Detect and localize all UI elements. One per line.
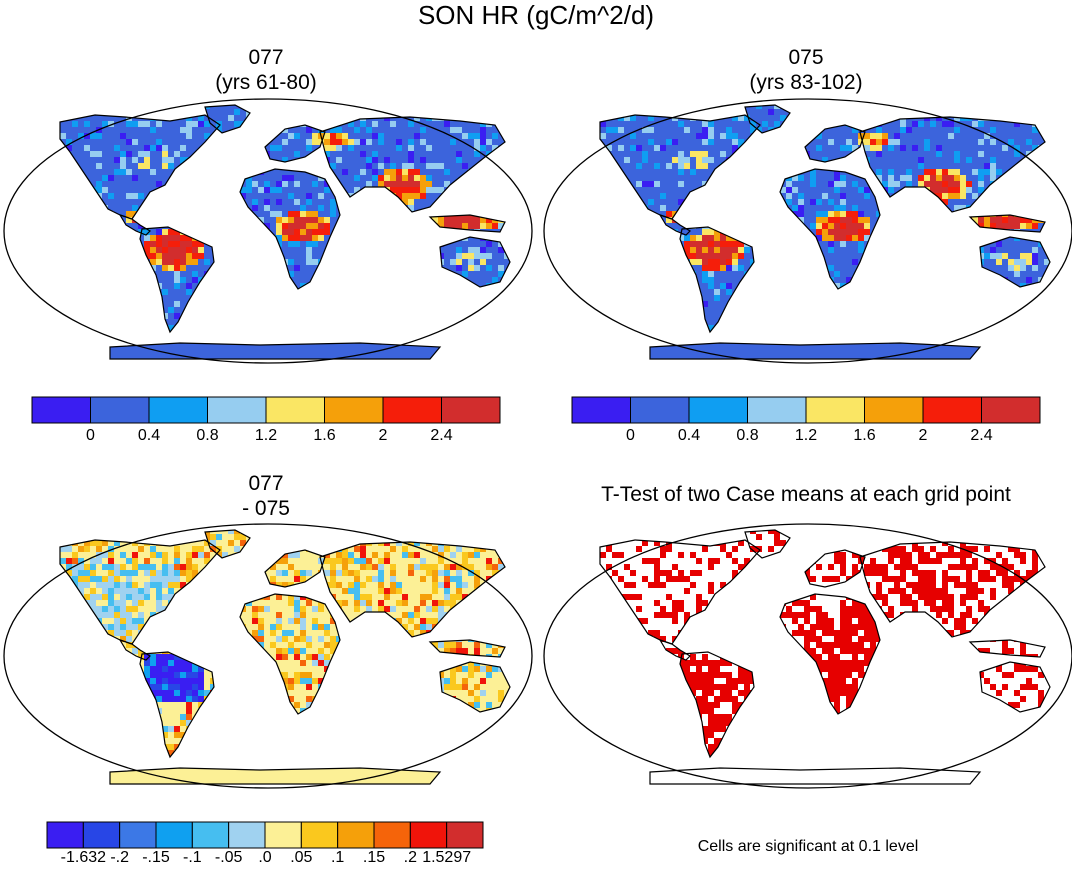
colorbar-tick-label: 0 xyxy=(626,427,635,445)
map-panel-difference xyxy=(0,522,536,790)
colorbar-box xyxy=(265,822,301,848)
colorbar-tick-label: -.2 xyxy=(110,849,129,867)
colorbar-box xyxy=(865,397,924,423)
colorbar-box xyxy=(338,822,374,848)
colorbar-tick-label: 0.4 xyxy=(138,427,160,445)
panel-2-title-line1: 075 xyxy=(706,46,906,70)
colorbar-tick-label: 2.4 xyxy=(970,427,992,445)
colorbar-box xyxy=(120,822,156,848)
colorbar-box xyxy=(229,822,265,848)
colorbar-tick-label: 0.8 xyxy=(196,427,218,445)
panel-3-title-line2: - 075 xyxy=(166,497,366,521)
colorbar-tick-label: 2 xyxy=(919,427,928,445)
colorbar-tick-label: -1.632 xyxy=(61,849,106,867)
colorbar-tick-label: 1.5297 xyxy=(422,849,471,867)
colorbar-box xyxy=(208,397,267,423)
colorbar-tick-label: .2 xyxy=(404,849,417,867)
colorbar-tick-label: .1 xyxy=(331,849,344,867)
colorbar-box xyxy=(32,397,91,423)
panel-1-title-line1: 077 xyxy=(166,46,366,70)
colorbar-box xyxy=(982,397,1041,423)
colorbar-tick-label: 1.2 xyxy=(795,427,817,445)
colorbar-box xyxy=(301,822,337,848)
map-panel-077 xyxy=(0,97,536,365)
main-title: SON HR (gC/m^2/d) xyxy=(0,0,1072,31)
panel-4-title: T-Test of two Case means at each grid po… xyxy=(536,483,1072,507)
colorbar-box xyxy=(374,822,410,848)
colorbar-box xyxy=(923,397,982,423)
colorbar-box xyxy=(748,397,807,423)
colorbar-tick-label: .0 xyxy=(258,849,271,867)
colorbar-tick-label: 1.6 xyxy=(313,427,335,445)
colorbar-tick-label: .05 xyxy=(290,849,312,867)
colorbar-tick-label: -.15 xyxy=(142,849,170,867)
colorbar-box xyxy=(47,822,83,848)
colorbar-box xyxy=(325,397,384,423)
ttest-significance-note: Cells are significant at 0.1 level xyxy=(540,838,1072,856)
colorbar-tick-label: 1.2 xyxy=(255,427,277,445)
colorbar-tick-label: 0.4 xyxy=(678,427,700,445)
colorbar-075 xyxy=(572,397,1040,423)
colorbar-box xyxy=(410,822,446,848)
colorbar-box xyxy=(442,397,501,423)
map-panel-ttest xyxy=(540,522,1072,790)
colorbar-077 xyxy=(32,397,500,423)
colorbar-tick-label: 0.8 xyxy=(736,427,758,445)
colorbar-tick-label: 1.6 xyxy=(853,427,875,445)
panel-1-title-line2: (yrs 61-80) xyxy=(166,71,366,95)
panel-3-title-line1: 077 xyxy=(166,472,366,496)
colorbar-box xyxy=(447,822,483,848)
colorbar-077-ticks: 0 0.4 0.8 1.2 1.6 2 2.4 xyxy=(32,427,500,449)
colorbar-075-ticks: 0 0.4 0.8 1.2 1.6 2 2.4 xyxy=(572,427,1040,449)
colorbar-difference-ticks: -1.632-.2 -.15 -.1 -.05 .0 .05 .1 .15 .2 1.5297 xyxy=(47,849,483,869)
colorbar-box xyxy=(192,822,228,848)
map-panel-075 xyxy=(540,97,1072,365)
panel-2-title-line2: (yrs 83-102) xyxy=(706,71,906,95)
colorbar-box xyxy=(156,822,192,848)
colorbar-tick-label: .15 xyxy=(363,849,385,867)
colorbar-tick-label: 0 xyxy=(86,427,95,445)
colorbar-box xyxy=(266,397,325,423)
colorbar-box xyxy=(806,397,865,423)
colorbar-box xyxy=(91,397,150,423)
colorbar-tick-label: -.05 xyxy=(215,849,243,867)
colorbar-difference xyxy=(47,822,483,848)
colorbar-tick-label: 2 xyxy=(379,427,388,445)
colorbar-box xyxy=(83,822,119,848)
colorbar-box xyxy=(149,397,208,423)
colorbar-tick-label: 2.4 xyxy=(430,427,452,445)
colorbar-box xyxy=(631,397,690,423)
colorbar-tick-label: -.1 xyxy=(183,849,202,867)
colorbar-box xyxy=(689,397,748,423)
colorbar-box xyxy=(383,397,442,423)
colorbar-box xyxy=(572,397,631,423)
